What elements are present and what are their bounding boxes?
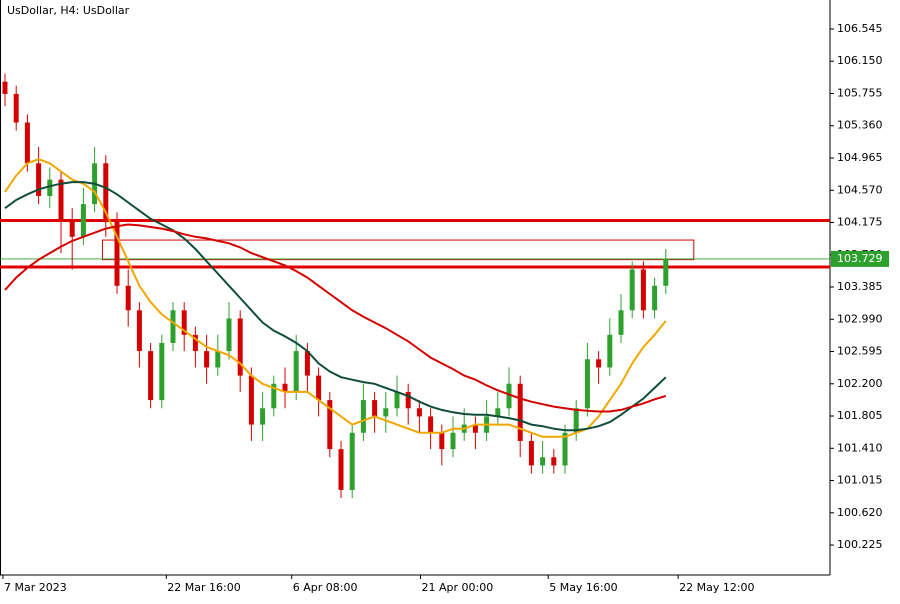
y-tick-label: 104.570 (837, 183, 883, 196)
candle-body (405, 391, 411, 409)
candle-body (652, 285, 658, 311)
candle-body (540, 457, 546, 466)
candle-body (663, 258, 669, 286)
candle-body (618, 310, 624, 335)
y-tick-label: 106.545 (837, 22, 883, 35)
x-tick-label: 22 Mar 16:00 (167, 581, 240, 594)
candle-body (2, 81, 8, 94)
candle-body (260, 408, 266, 425)
y-tick-label: 101.015 (837, 474, 883, 487)
candle-body (148, 351, 154, 401)
candle-body (69, 220, 75, 237)
candle-body (517, 383, 523, 441)
x-tick-label: 7 Mar 2023 (4, 581, 67, 594)
moving-average (4, 158, 667, 438)
candle-body (450, 432, 456, 450)
candle-body (607, 334, 613, 368)
price-label: 103.729 (837, 252, 883, 265)
candle-body (439, 432, 445, 450)
candle-body (13, 93, 19, 123)
candle-body (36, 163, 42, 196)
candle-body (372, 400, 378, 417)
y-tick-label: 102.990 (837, 312, 883, 325)
y-tick-label: 102.595 (837, 345, 883, 358)
candle-body (103, 163, 109, 221)
moving-average (4, 181, 667, 432)
candle-body (24, 122, 30, 164)
candle-body (584, 359, 590, 409)
candle-body (304, 351, 310, 376)
candle-body (629, 269, 635, 311)
x-tick-label: 22 May 12:00 (679, 581, 754, 594)
candle-body (528, 440, 534, 466)
candle-body (192, 334, 198, 352)
chart-title: UsDollar, H4: UsDollar (7, 4, 130, 17)
candle-body (125, 285, 131, 311)
candle-body (338, 449, 344, 490)
candle-body (293, 351, 299, 392)
candle-body (248, 375, 254, 425)
candle-body (506, 383, 512, 409)
candle-body (47, 179, 53, 196)
y-tick-label: 101.410 (837, 441, 883, 454)
candle-body (282, 383, 288, 392)
y-tick-label: 104.175 (837, 216, 883, 229)
x-tick-label: 21 Apr 00:00 (422, 581, 494, 594)
y-tick-label: 105.360 (837, 119, 883, 132)
candle-body (226, 318, 232, 352)
candle-body (237, 318, 243, 376)
x-tick-label: 6 Apr 08:00 (293, 581, 358, 594)
y-tick-label: 103.385 (837, 280, 883, 293)
candle-body (495, 408, 501, 417)
candle-body (596, 359, 602, 368)
candle-body (215, 351, 221, 368)
candle-body (136, 310, 142, 352)
candle-body (394, 391, 400, 409)
candle-body (360, 400, 366, 433)
x-tick-label: 5 May 16:00 (549, 581, 617, 594)
candle-body (170, 310, 176, 343)
candle-body (327, 400, 333, 450)
candle-body (114, 220, 120, 286)
candle-body (416, 408, 422, 417)
y-tick-label: 101.805 (837, 409, 883, 422)
candle-body (551, 457, 557, 466)
candle-body (159, 342, 165, 401)
candle-body (640, 269, 646, 311)
candle-body (573, 408, 579, 433)
candle-body (181, 310, 187, 335)
candle-body (383, 408, 389, 417)
candle-body (428, 416, 434, 433)
candle-body (58, 179, 64, 221)
y-tick-label: 106.150 (837, 54, 883, 67)
candle-body (80, 204, 86, 237)
candle-body (271, 383, 277, 409)
candle-body (562, 432, 568, 466)
candle-body (204, 351, 210, 368)
y-tick-label: 102.200 (837, 377, 883, 390)
candle-body (349, 432, 355, 490)
zone (101, 239, 695, 261)
y-tick-label: 100.225 (837, 538, 883, 551)
y-tick-label: 104.965 (837, 151, 883, 164)
y-tick-label: 100.620 (837, 506, 883, 519)
moving-average (4, 223, 667, 413)
candle-body (472, 424, 478, 433)
price-label-box (831, 250, 889, 267)
candle-body (316, 375, 322, 401)
y-tick-label: 105.755 (837, 86, 883, 99)
